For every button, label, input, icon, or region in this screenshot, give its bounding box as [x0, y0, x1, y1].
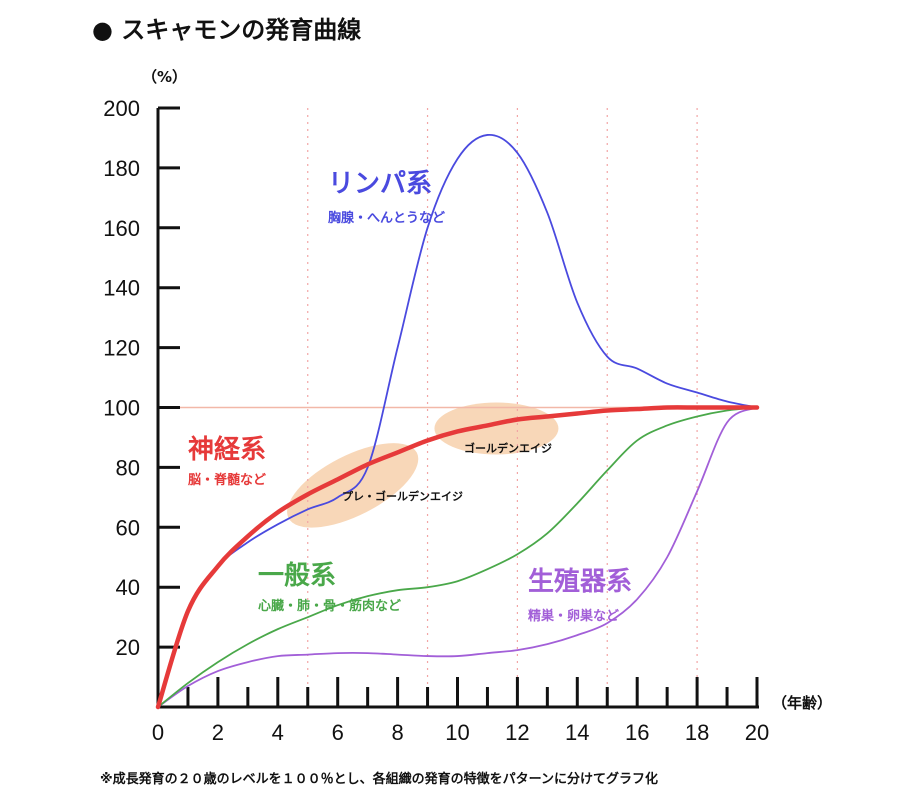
series-label-lymph: リンパ系 [328, 169, 432, 199]
x-tick-label: 20 [745, 720, 769, 745]
y-tick-label: 180 [103, 156, 140, 181]
y-tick-label: 100 [103, 396, 140, 421]
vertical-gridlines [307, 108, 698, 707]
series-curves [155, 134, 760, 710]
y-tick-label: 200 [103, 96, 140, 121]
x-tick-label: 6 [332, 720, 344, 745]
y-tick-label: 120 [103, 336, 140, 361]
y-tick-label: 40 [116, 575, 140, 600]
x-tick-label: 2 [212, 720, 224, 745]
y-tick-label: 160 [103, 216, 140, 241]
x-tick-label: 8 [391, 720, 403, 745]
series-line-neural [155, 405, 760, 710]
axis-ticks: 20 40 60 80 100 120 140 160 180 200 0 2 4 6 8 10 12 14 16 1… [103, 96, 769, 745]
annotation-pre-golden-age: プレ・ゴールデンエイジ [342, 489, 463, 503]
series-label-general: 一般系 [258, 561, 336, 591]
y-tick-label: 20 [116, 635, 140, 660]
x-tick-label: 14 [565, 720, 589, 745]
series-line-reproductive [157, 406, 758, 708]
x-tick-label: 16 [625, 720, 649, 745]
age-highlight-zones [287, 402, 559, 528]
series-sublabel-reproductive: 精巣・卵巣など [528, 608, 619, 624]
series-line-general [157, 406, 758, 708]
y-tick-label: 80 [116, 455, 140, 480]
x-tick-label: 10 [445, 720, 469, 745]
x-tick-label: 4 [272, 720, 284, 745]
x-tick-label: 18 [685, 720, 709, 745]
x-tick-label: 0 [152, 720, 164, 745]
series-sublabel-lymph: 胸腺・へんとうなど [328, 210, 445, 226]
series-label-neural: 神経系 [188, 434, 266, 465]
series-label-reproductive: 生殖器系 [528, 566, 632, 597]
y-axis-unit: （%） [142, 68, 187, 86]
footnote: ※成長発育の２０歳のレベルを１００％とし、各組織の発育の特徴をパターンに分けてグ… [100, 772, 658, 787]
series-line-lymph [157, 134, 758, 708]
series-sublabel-general: 心臓・肺・骨・筋肉など [258, 598, 401, 614]
page-title: ● スキャモンの発育曲線 [92, 16, 362, 44]
highlight-golden-age [434, 402, 559, 455]
annotation-golden-age: ゴールデンエイジ [464, 441, 552, 455]
x-tick-label: 12 [505, 720, 529, 745]
series-sublabel-neural: 脳・脊髄など [188, 472, 266, 488]
highlight-pre-golden-age [287, 443, 419, 528]
y-tick-label: 140 [103, 276, 140, 301]
y-tick-label: 60 [116, 515, 140, 540]
x-axis-unit: （年齢） [772, 694, 832, 712]
